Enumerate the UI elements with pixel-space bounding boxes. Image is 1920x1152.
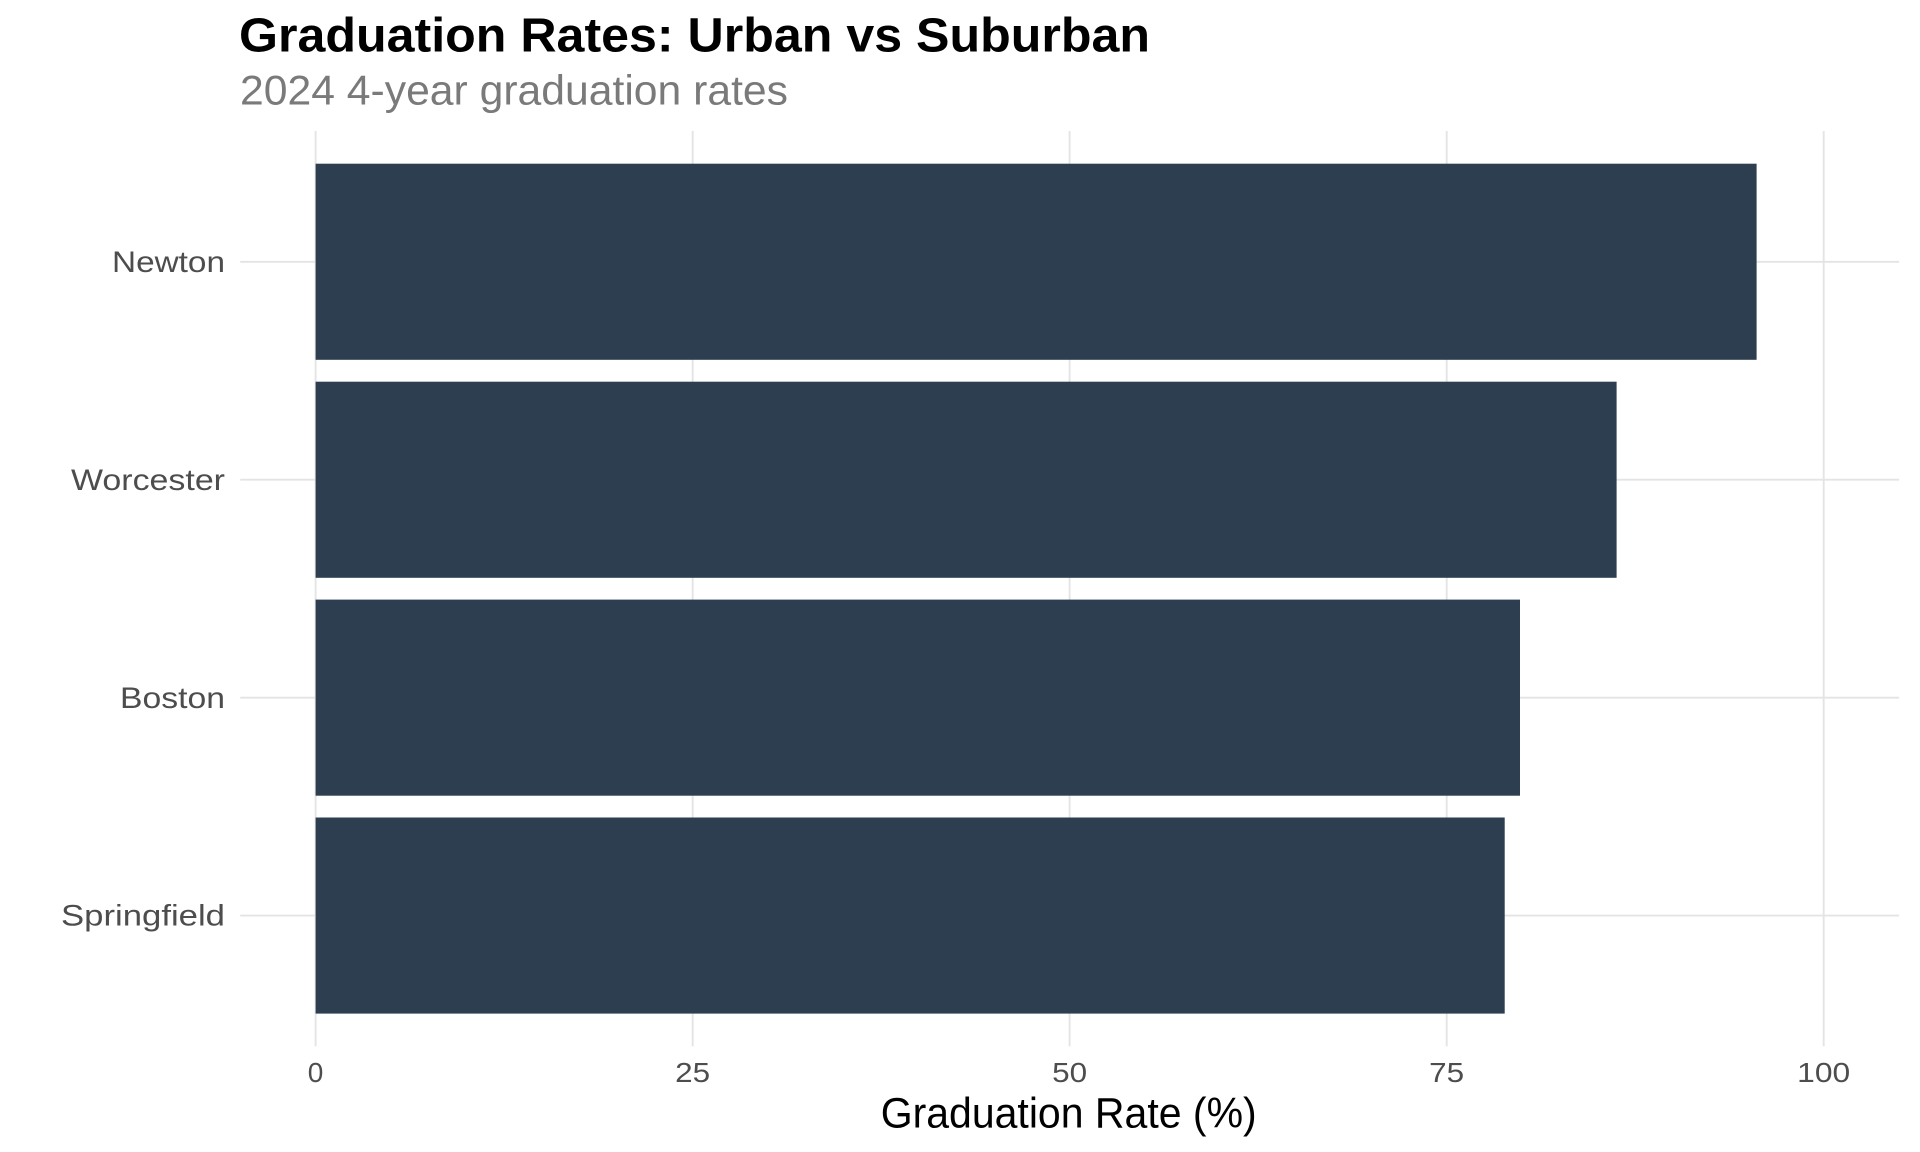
svg-text:Graduation Rates: Urban vs Sub: Graduation Rates: Urban vs Suburban [239, 10, 1150, 63]
svg-text:25: 25 [675, 1057, 710, 1088]
svg-text:50: 50 [1052, 1057, 1087, 1088]
svg-text:Newton: Newton [112, 246, 225, 279]
svg-text:Graduation Rate (%): Graduation Rate (%) [881, 1090, 1257, 1138]
svg-text:Springfield: Springfield [61, 900, 225, 933]
svg-text:Worcester: Worcester [71, 464, 225, 497]
svg-text:0: 0 [308, 1057, 324, 1088]
svg-text:Boston: Boston [120, 682, 225, 715]
svg-text:75: 75 [1429, 1057, 1464, 1088]
svg-text:100: 100 [1797, 1057, 1850, 1088]
svg-text:2024 4-year graduation rates: 2024 4-year graduation rates [240, 66, 788, 113]
